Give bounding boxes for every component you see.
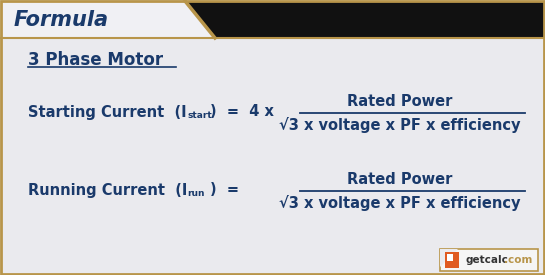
Bar (447, 254, 453, 261)
Text: run: run (187, 189, 204, 198)
Text: Starting Current  (I: Starting Current (I (28, 104, 186, 120)
Text: )  =: ) = (210, 183, 239, 197)
FancyBboxPatch shape (440, 249, 538, 271)
Text: Formula: Formula (14, 10, 109, 30)
Text: Rated Power: Rated Power (347, 172, 453, 186)
Polygon shape (1, 1, 215, 38)
Text: Running Current  (I: Running Current (I (28, 183, 187, 197)
Text: √3 x voltage x PF x efficiency: √3 x voltage x PF x efficiency (279, 195, 521, 211)
Text: √3 x voltage x PF x efficiency: √3 x voltage x PF x efficiency (279, 117, 521, 133)
Text: )  =  4 x: ) = 4 x (210, 104, 274, 120)
Text: start: start (187, 111, 212, 120)
Text: Rated Power: Rated Power (347, 94, 453, 109)
Bar (1, 1, 544, 38)
Text: .com: .com (504, 255, 532, 265)
Polygon shape (440, 249, 458, 267)
Text: 3 Phase Motor: 3 Phase Motor (28, 51, 163, 69)
Bar (445, 252, 459, 268)
Text: getcalc: getcalc (466, 255, 509, 265)
